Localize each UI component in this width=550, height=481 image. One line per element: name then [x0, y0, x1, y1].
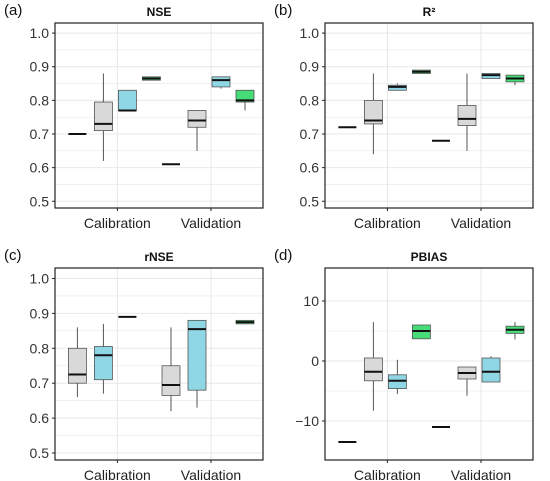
box-validation-series-4: [235, 89, 255, 111]
box-calibration-series-4: [411, 69, 431, 74]
y-tick-label: 0.6: [30, 410, 50, 426]
box-body: [457, 105, 477, 126]
y-tick-label: 0.8: [30, 340, 50, 356]
panel-label: (d): [274, 247, 292, 264]
box-calibration-series-2: [363, 322, 383, 411]
panel-border: [54, 22, 264, 209]
box-body: [363, 357, 383, 382]
panel-label: (b): [274, 2, 292, 19]
box-body: [211, 76, 231, 88]
y-tick-label: 0.7: [30, 375, 50, 391]
box-calibration-series-2: [94, 323, 113, 394]
y-tick-label: 0.5: [30, 445, 50, 461]
box-validation-series-4: [235, 319, 255, 325]
box-validation-series-4: [505, 74, 525, 86]
box-body: [94, 346, 113, 381]
panel-label: (a): [4, 2, 22, 19]
box-body: [187, 110, 207, 128]
y-tick-label: 1.0: [30, 270, 50, 286]
y-tick-label: 1.0: [30, 25, 50, 41]
box-calibration-series-2: [363, 73, 383, 155]
x-tick-label: Validation: [451, 467, 511, 481]
panel-border: [54, 267, 264, 461]
chart-panel-3: 0.5 0.6 0.7 0.8 0.9 1.0 Calibration Validation (…: [4, 247, 264, 481]
panel-title: rNSE: [144, 250, 173, 264]
box-calibration-series-1: [68, 327, 87, 398]
box-calibration-series-2: [94, 73, 113, 161]
y-tick-label: 0.8: [30, 92, 50, 108]
y-tick-label: 0.7: [30, 126, 50, 142]
y-tick-label: 0.6: [300, 160, 320, 176]
panel-border: [324, 22, 534, 209]
y-tick-label: 0.5: [30, 193, 50, 209]
box-body: [481, 357, 501, 383]
box-body: [94, 101, 113, 132]
box-calibration-series-4: [141, 76, 161, 81]
box-body: [363, 99, 383, 125]
box-validation-series-2: [457, 366, 477, 396]
x-tick-label: Calibration: [84, 467, 151, 481]
panel-title: R²: [423, 5, 436, 19]
box-body: [118, 89, 137, 111]
box-calibration-series-3: [387, 83, 407, 91]
y-tick-label: 0.9: [300, 59, 320, 75]
box-body: [161, 365, 181, 396]
chart-panel-2: 0.5 0.6 0.7 0.8 0.9 1.0 Calibration Validation (…: [274, 2, 534, 231]
panel-title: NSE: [147, 5, 172, 19]
box-validation-series-2: [457, 73, 477, 151]
box-validation-series-3: [211, 76, 231, 89]
box-validation-series-3: [481, 356, 501, 383]
y-tick-label: −10: [295, 413, 319, 429]
x-tick-label: Validation: [181, 467, 241, 481]
x-tick-label: Calibration: [354, 467, 421, 481]
box-calibration-series-3: [387, 359, 407, 394]
box-validation-series-4: [505, 322, 525, 340]
chart-panel-4: −10 0 10 Calibration Validation (d) PBIAS: [274, 247, 534, 481]
y-tick-label: 0.9: [30, 59, 50, 75]
y-tick-label: 0.7: [300, 126, 320, 142]
box-validation-series-1: [161, 327, 181, 412]
x-tick-label: Calibration: [354, 215, 421, 231]
box-validation-series-3: [481, 73, 501, 79]
box-calibration-series-4: [411, 324, 431, 340]
box-body: [68, 347, 87, 384]
y-tick-label: 10: [303, 293, 319, 309]
panel-label: (c): [4, 247, 22, 264]
y-tick-label: 0.6: [30, 160, 50, 176]
x-tick-label: Validation: [451, 215, 511, 231]
box-validation-series-2: [187, 110, 207, 151]
panel-border: [324, 267, 534, 461]
box-calibration-series-3: [118, 89, 137, 112]
box-body: [187, 319, 207, 391]
x-tick-label: Calibration: [84, 215, 151, 231]
y-tick-label: 0.9: [30, 305, 50, 321]
y-tick-label: 0.8: [300, 92, 320, 108]
y-tick-label: 0: [311, 353, 319, 369]
chart-panel-1: 0.5 0.6 0.7 0.8 0.9 1.0 Calibration Validation (…: [4, 2, 264, 231]
box-validation-series-2: [187, 319, 207, 408]
y-tick-label: 1.0: [300, 25, 320, 41]
x-tick-label: Validation: [181, 215, 241, 231]
y-tick-label: 0.5: [300, 193, 320, 209]
panel-title: PBIAS: [411, 250, 448, 264]
box-body: [235, 89, 255, 103]
